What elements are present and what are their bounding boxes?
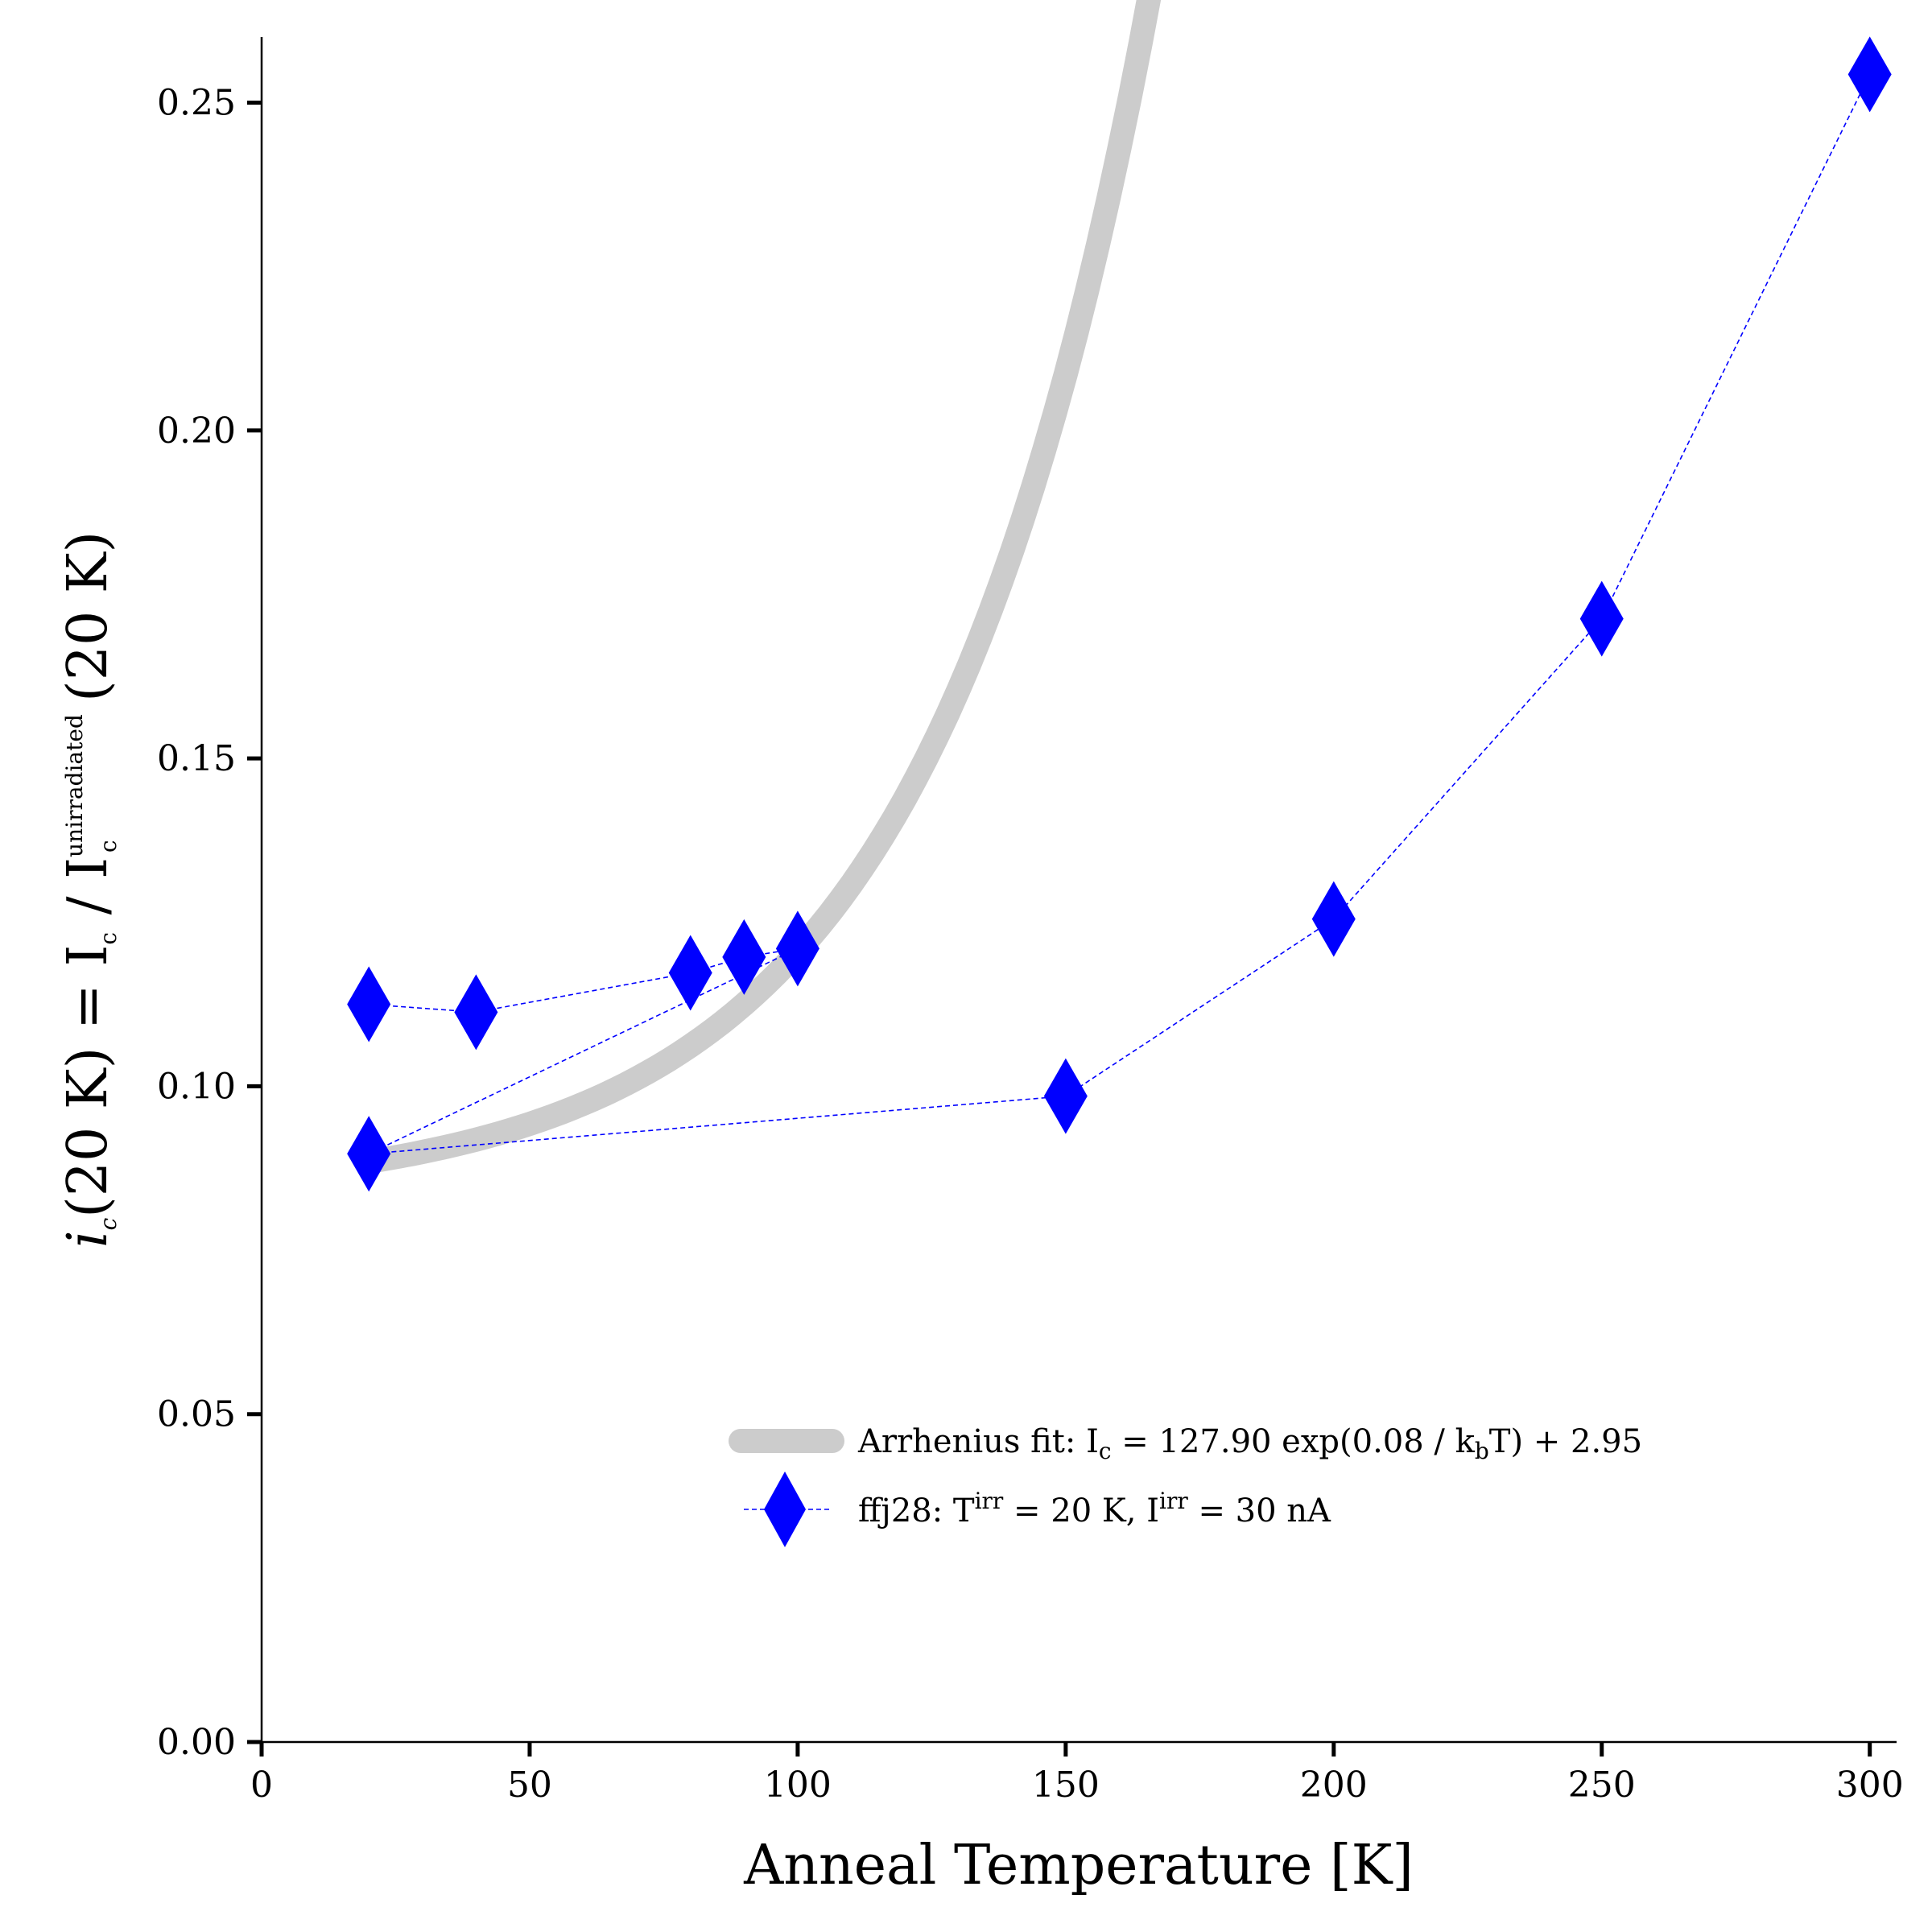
- ffj28-point: [1043, 1058, 1088, 1134]
- legend-series-label-c: = 30 nA: [1188, 1492, 1331, 1530]
- y-tick-label: 0.20: [157, 411, 236, 452]
- legend-series-label-b: = 20 K, I: [1003, 1492, 1159, 1530]
- y-title-slash: / I: [56, 857, 120, 932]
- y-tick-label: 0.10: [157, 1066, 236, 1107]
- y-title-num-sub: c: [95, 932, 122, 945]
- y-tick-label: 0.15: [157, 738, 236, 779]
- y-tick-label: 0.25: [157, 82, 236, 123]
- ffj28-point: [668, 935, 712, 1011]
- x-tick-label: 250: [1568, 1765, 1636, 1806]
- legend-fit-label-c: T) + 2.95: [1489, 1423, 1642, 1460]
- x-axis-title: Anneal Temperature [K]: [743, 1834, 1414, 1897]
- legend-fit-label-b: = 127.90 exp(0.08 / k: [1112, 1423, 1476, 1460]
- ffj28-point: [1847, 36, 1892, 113]
- x-tick-label: 200: [1300, 1765, 1368, 1806]
- legend-fit-label-a-sub: c: [1099, 1438, 1112, 1464]
- y-title-lhs-arg: (20 K) = I: [56, 945, 120, 1218]
- ffj28-point: [347, 1116, 391, 1192]
- x-tick-label: 150: [1032, 1765, 1100, 1806]
- axes-layer: 0 50 100 150 200 250 300 0.00 0.05 0.10 0.15 0.20 0.…: [157, 82, 1904, 1806]
- ffj28-point: [722, 919, 766, 995]
- y-tick-label: 0.00: [157, 1722, 236, 1763]
- x-tick-label: 300: [1836, 1765, 1904, 1806]
- ffj28-point: [454, 974, 498, 1051]
- legend: Arrhenius fit: Ic = 127.90 exp(0.08 / kb…: [729, 1423, 1642, 1547]
- x-tick-label: 0: [250, 1765, 273, 1806]
- y-tick-label: 0.05: [157, 1394, 236, 1435]
- y-title-den-sup: unirradiated: [61, 714, 88, 857]
- legend-series-label-a: ffj28: T: [858, 1492, 975, 1530]
- fit-layer: [357, 0, 1162, 1174]
- legend-series-marker: [764, 1472, 806, 1547]
- ffj28-point: [1579, 580, 1624, 657]
- legend-fit-label-b-sub: b: [1475, 1438, 1489, 1464]
- y-title-lhs-sub: c: [95, 1217, 122, 1230]
- legend-fit-label-a: Arrhenius fit: I: [857, 1423, 1099, 1460]
- y-title-lhs: i: [56, 1230, 120, 1248]
- y-title-tail: (20 K): [56, 531, 120, 720]
- legend-fit-label: Arrhenius fit: Ic = 127.90 exp(0.08 / kb…: [857, 1423, 1642, 1464]
- ffj28-point: [347, 966, 391, 1042]
- x-tick-label: 100: [764, 1765, 832, 1806]
- arrhenius-fit-line: [357, 0, 1162, 1174]
- x-tick-label: 50: [507, 1765, 552, 1806]
- legend-series-label-b-sup: irr: [1159, 1488, 1188, 1514]
- y-axis-title: ic(20 K) = Ic / Iunirradiated c (20 K): [56, 531, 122, 1248]
- ffj28-point: [775, 910, 819, 987]
- legend-series-label-a-sup: irr: [975, 1488, 1004, 1514]
- legend-series-label: ffj28: Tirr = 20 K, Iirr = 30 nA: [858, 1488, 1331, 1530]
- series-layer: [347, 36, 1892, 1192]
- y-title-den-sub: c: [95, 840, 122, 852]
- ffj28-connector-line: [368, 74, 1871, 1155]
- ffj28-point: [1311, 881, 1356, 957]
